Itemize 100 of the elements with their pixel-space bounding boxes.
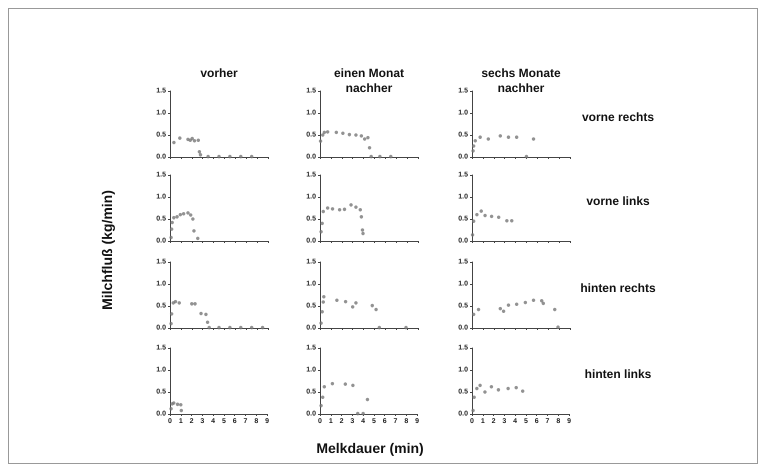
point: [475, 386, 479, 390]
point: [498, 134, 502, 138]
point: [360, 134, 364, 138]
point: [490, 214, 494, 218]
point: [320, 222, 324, 226]
point: [510, 219, 514, 223]
point: [506, 135, 510, 139]
point: [204, 312, 208, 316]
point: [532, 298, 536, 302]
point: [356, 412, 360, 416]
point: [556, 325, 560, 329]
chart-title: sechs Monate nachher: [480, 66, 562, 96]
point: [182, 212, 186, 216]
point: [176, 402, 180, 406]
point: [319, 404, 323, 408]
point: [319, 230, 323, 234]
point: [239, 154, 243, 158]
point: [179, 403, 183, 407]
point: [486, 137, 490, 141]
point: [362, 137, 366, 141]
point: [193, 302, 197, 306]
point: [540, 298, 544, 302]
point: [322, 210, 326, 214]
point: [470, 233, 474, 237]
point: [344, 382, 348, 386]
point: [186, 211, 190, 215]
point: [206, 154, 210, 158]
point: [198, 153, 202, 157]
point: [514, 302, 518, 306]
point: [514, 386, 518, 390]
x-axis-title: Melkdauer (min): [316, 440, 424, 456]
point: [502, 310, 506, 314]
point: [354, 205, 358, 209]
point: [472, 219, 476, 223]
point: [319, 321, 323, 325]
point: [192, 138, 196, 142]
point: [342, 208, 346, 212]
point: [326, 130, 330, 134]
point: [170, 220, 174, 224]
point: [472, 312, 476, 316]
point: [318, 139, 322, 143]
y2-axis-title: vorne links: [586, 194, 650, 208]
point: [322, 300, 326, 304]
point: [191, 217, 195, 221]
point: [472, 396, 476, 400]
point: [178, 301, 182, 305]
point: [496, 215, 500, 219]
point: [169, 322, 173, 326]
point: [172, 140, 176, 144]
point: [378, 326, 382, 330]
point: [553, 308, 557, 312]
point: [174, 300, 178, 304]
point: [514, 135, 518, 139]
chart-title: einen Monat nachher: [332, 66, 405, 96]
point: [369, 154, 373, 158]
point: [506, 303, 510, 307]
point: [370, 304, 374, 308]
y2-axis-title: hinten links: [584, 367, 652, 381]
y2-axis-title: vorne rechts: [582, 110, 654, 124]
point: [338, 208, 342, 212]
y-axis-title: Milchfluß (kg/min): [99, 190, 115, 310]
point: [188, 213, 192, 217]
point: [322, 130, 326, 134]
point: [178, 136, 182, 140]
point: [474, 138, 478, 142]
point: [378, 154, 382, 158]
point: [228, 154, 232, 158]
point: [524, 300, 528, 304]
point: [350, 305, 354, 309]
point: [490, 384, 494, 388]
point: [175, 215, 179, 219]
point: [478, 135, 482, 139]
point: [320, 396, 324, 400]
point: [170, 227, 174, 231]
point: [239, 326, 243, 330]
point: [250, 154, 254, 158]
point: [360, 215, 364, 219]
point: [341, 131, 345, 135]
point: [170, 312, 174, 316]
point: [228, 326, 232, 330]
point: [335, 298, 339, 302]
point: [366, 136, 370, 140]
point: [471, 408, 475, 412]
point: [196, 138, 200, 142]
point: [334, 130, 338, 134]
point: [351, 384, 355, 388]
point: [320, 310, 324, 314]
point: [330, 207, 334, 211]
y2-axis-title: hinten rechts: [580, 281, 656, 295]
point: [368, 146, 372, 150]
point: [480, 209, 484, 213]
point: [192, 229, 196, 233]
point: [322, 384, 326, 388]
point: [169, 406, 173, 410]
point: [198, 150, 202, 154]
point: [478, 384, 482, 388]
point: [471, 149, 475, 153]
point: [330, 382, 334, 386]
point: [354, 301, 358, 305]
point: [520, 389, 524, 393]
